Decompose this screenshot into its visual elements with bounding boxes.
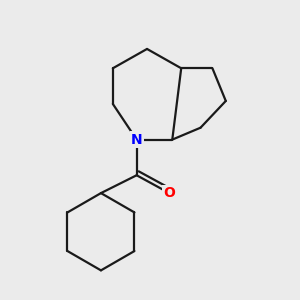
- Text: N: N: [131, 133, 142, 147]
- Text: O: O: [164, 186, 175, 200]
